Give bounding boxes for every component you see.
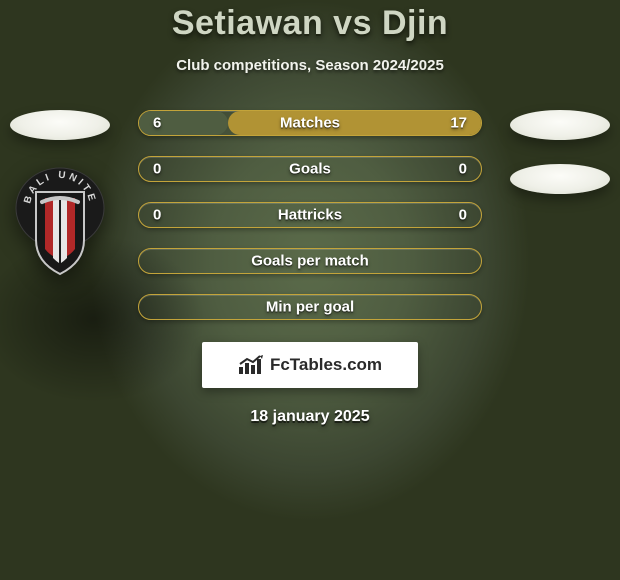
stat-stage: BALI UNITE 617Matches00Goals00HattricksG… <box>0 110 620 340</box>
brand-chart-icon <box>238 355 264 375</box>
player-b-club-placeholder <box>510 164 610 194</box>
page-title: Setiawan vs Djin <box>0 4 620 43</box>
stat-bars: 617Matches00Goals00HattricksGoals per ma… <box>138 110 482 340</box>
stat-bar: Goals per match <box>138 248 482 274</box>
player-a-avatar-placeholder <box>10 110 110 140</box>
player-a-club-badge: BALI UNITE <box>12 166 108 278</box>
stat-bar: 617Matches <box>138 110 482 136</box>
player-b-avatar-placeholder <box>510 110 610 140</box>
stat-bar: 0 0Hattricks <box>138 202 482 228</box>
stat-value-a: 0 <box>153 161 161 178</box>
stat-value-b: 0 <box>459 161 467 178</box>
stat-bar-fill-b <box>228 111 481 135</box>
stat-bar: Min per goal <box>138 294 482 320</box>
stat-label: Hattricks <box>139 207 481 224</box>
stat-label: Min per goal <box>139 299 481 316</box>
player-a-name: Setiawan <box>172 4 323 42</box>
player-b-name: Djin <box>382 4 448 42</box>
snapshot-date: 18 january 2025 <box>0 408 620 426</box>
brand-text: FcTables.com <box>270 355 382 375</box>
stat-value-b: 0 <box>459 207 467 224</box>
stat-value-a: 0 <box>153 207 161 224</box>
stat-bar-fill-a <box>139 111 228 135</box>
stat-bar: 0 0Goals <box>138 156 482 182</box>
stat-label: Goals per match <box>139 253 481 270</box>
comparison-card: Setiawan vs Djin Club competitions, Seas… <box>0 0 620 426</box>
club-badge-svg: BALI UNITE <box>12 166 108 278</box>
subtitle: Club competitions, Season 2024/2025 <box>0 57 620 74</box>
stat-label: Goals <box>139 161 481 178</box>
brand-card: FcTables.com <box>202 342 418 388</box>
vs-separator: vs <box>333 4 372 42</box>
